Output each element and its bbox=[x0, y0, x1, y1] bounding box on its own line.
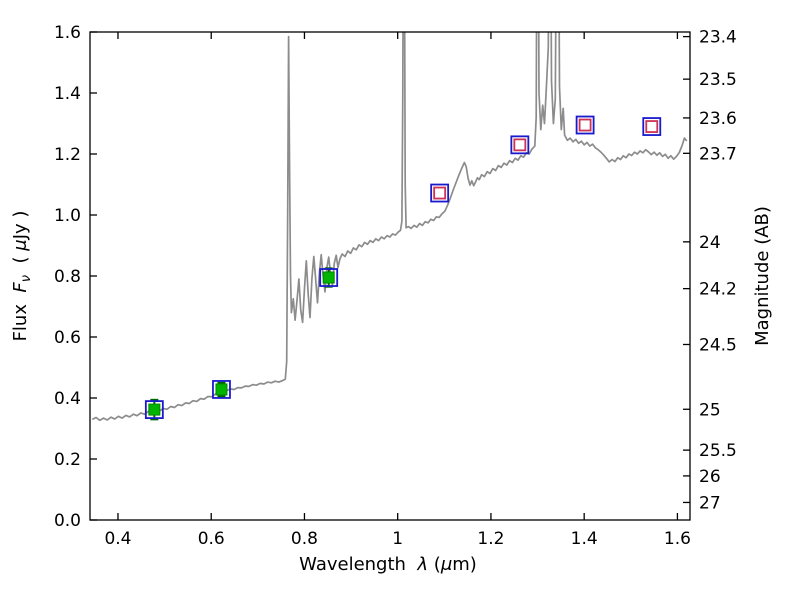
x-tick-label: 0.8 bbox=[291, 529, 318, 549]
green-filled-square-marker bbox=[215, 383, 228, 396]
mag-tick-label: 26 bbox=[699, 467, 721, 487]
green-filled-square-marker bbox=[148, 403, 161, 416]
photometry-point-model bbox=[510, 135, 530, 155]
flux-tick-label: 0.2 bbox=[54, 450, 81, 470]
flux-tick-label: 1.0 bbox=[54, 206, 81, 226]
red-open-square-marker bbox=[578, 118, 592, 132]
photometry-point-model bbox=[575, 115, 595, 135]
photometry-point-model bbox=[430, 183, 450, 203]
blue-open-square-marker bbox=[642, 117, 662, 136]
mag-tick-label: 24.2 bbox=[699, 280, 737, 300]
blue-open-square-marker bbox=[575, 115, 595, 135]
green-filled-square-marker bbox=[322, 271, 335, 284]
mag-tick-label: 25 bbox=[699, 400, 721, 420]
spectrum-line bbox=[91, 32, 688, 422]
blue-open-square-marker bbox=[144, 400, 164, 419]
x-tick-label: 1.4 bbox=[571, 529, 598, 549]
x-axis-label: Wavelength λ (μm) bbox=[299, 554, 477, 575]
flux-tick-label: 1.4 bbox=[54, 84, 81, 104]
mag-tick-label: 23.7 bbox=[699, 144, 737, 164]
photometry-point-observed bbox=[212, 380, 231, 399]
mag-tick-label: 23.6 bbox=[699, 109, 737, 129]
blue-open-square-marker bbox=[319, 268, 339, 287]
blue-open-square-marker bbox=[430, 183, 450, 203]
mag-tick-label: 27 bbox=[699, 493, 721, 513]
x-tick-label: 1 bbox=[392, 529, 403, 549]
photometry-point-observed bbox=[319, 267, 339, 288]
mag-tick-label: 24 bbox=[699, 233, 721, 253]
flux-tick-label: 0.0 bbox=[54, 511, 81, 531]
y-axis-label-left: Flux Fν ( μJy ) bbox=[10, 211, 34, 342]
x-tick-label: 1.2 bbox=[477, 529, 504, 549]
x-tick-label: 0.4 bbox=[104, 529, 131, 549]
flux-tick-label: 1.2 bbox=[54, 145, 81, 165]
blue-open-square-marker bbox=[510, 135, 530, 155]
flux-tick-label: 0.4 bbox=[54, 389, 81, 409]
flux-tick-label: 0.8 bbox=[54, 267, 81, 287]
blue-open-square-marker bbox=[212, 380, 231, 399]
photometry-point-model bbox=[642, 117, 662, 136]
x-tick-label: 0.6 bbox=[198, 529, 225, 549]
mag-tick-label: 25.5 bbox=[699, 441, 737, 461]
mag-tick-label: 24.5 bbox=[699, 335, 737, 355]
y-axis-label-right: Magnitude (AB) bbox=[752, 206, 773, 346]
flux-tick-label: 1.6 bbox=[54, 23, 81, 43]
mag-tick-label: 23.4 bbox=[699, 28, 737, 48]
x-tick-label: 1.6 bbox=[664, 529, 691, 549]
red-open-square-marker bbox=[433, 186, 447, 200]
photometry-point-observed bbox=[144, 398, 164, 421]
axes-frame bbox=[89, 31, 691, 521]
mag-tick-label: 23.5 bbox=[699, 70, 737, 90]
red-open-square-marker bbox=[645, 120, 659, 133]
flux-tick-label: 0.6 bbox=[54, 328, 81, 348]
red-open-square-marker bbox=[513, 138, 527, 152]
